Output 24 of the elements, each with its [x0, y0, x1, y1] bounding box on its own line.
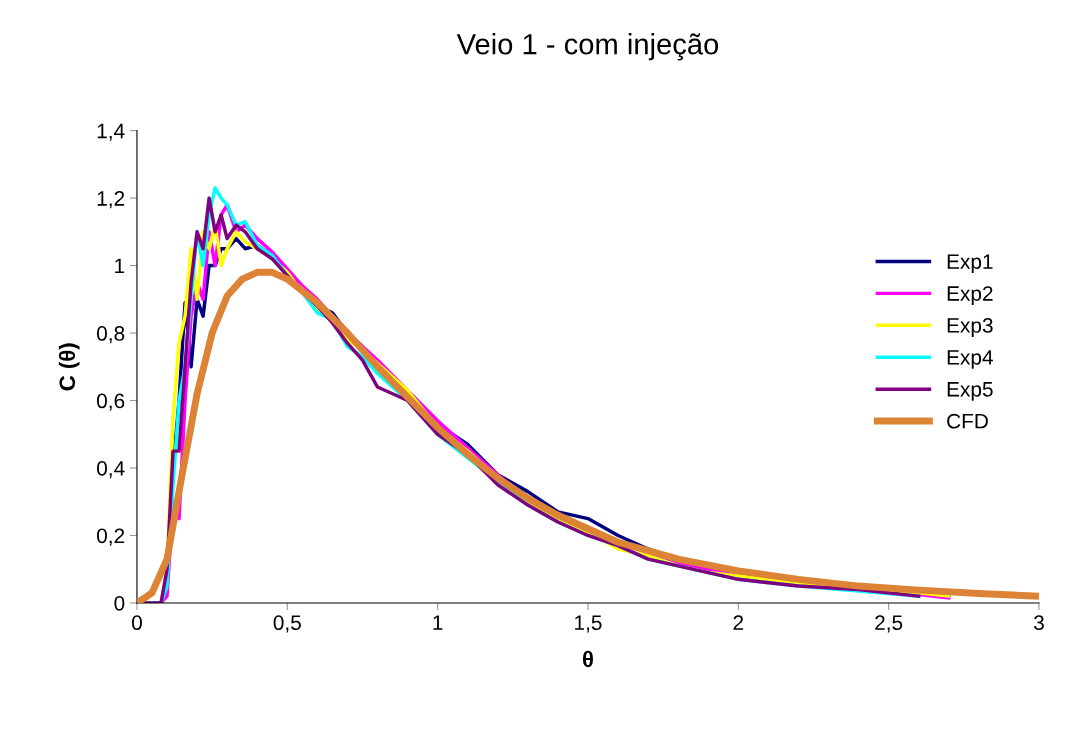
x-tick-label: 0 [131, 615, 142, 631]
y-tick-label: 1,2 [97, 191, 125, 209]
x-tick-label: 0,5 [273, 615, 301, 633]
chart-title: Veio 1 - com injeção [456, 33, 719, 61]
y-tick-label: 0,8 [97, 326, 125, 344]
y-tick-label: 0,2 [97, 528, 125, 546]
legend-label: Exp5 [947, 382, 993, 401]
x-tick-label: 2,5 [875, 615, 903, 633]
x-tick-label: 1,5 [575, 615, 602, 633]
legend-label: Exp4 [947, 350, 993, 369]
legend-label: CFD [947, 413, 988, 429]
y-tick-label: 0,4 [97, 461, 125, 479]
legend-label: Exp1 [947, 254, 993, 274]
y-tick-label: 1 [115, 258, 125, 274]
legend-label: Exp3 [947, 318, 993, 337]
y-tick-label: 1,4 [97, 123, 125, 141]
legend-label: Exp2 [947, 286, 993, 305]
y-tick-label: 0 [114, 595, 125, 611]
x-tick-label: 1 [433, 615, 443, 630]
x-axis-title: θ [582, 650, 593, 668]
x-tick-label: 3 [1033, 615, 1044, 631]
x-tick-label: 2 [733, 615, 744, 630]
y-axis-title: C (θ) [58, 343, 80, 391]
y-tick-label: 0,6 [97, 393, 125, 411]
